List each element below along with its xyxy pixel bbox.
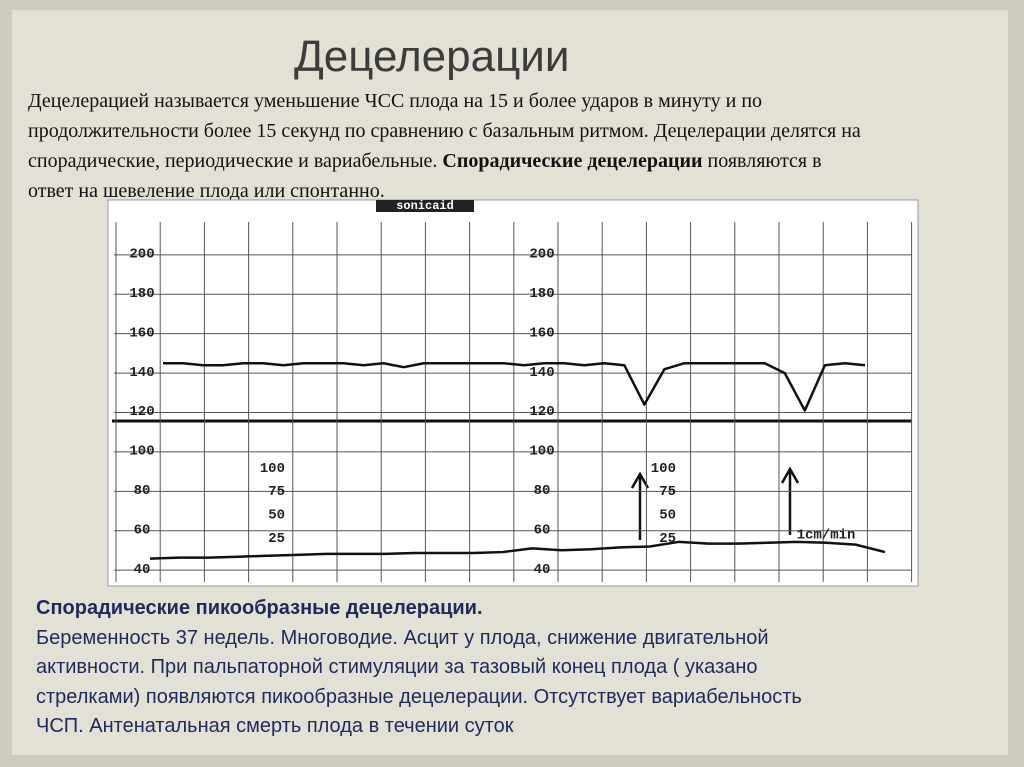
y-tick-label: 140: [529, 365, 554, 381]
y-tick-label: 60: [534, 522, 551, 538]
y-tick-label: 120: [129, 404, 154, 420]
text-line: Децелерацией называется уменьшение ЧСС п…: [28, 90, 763, 112]
text: появляются в: [702, 150, 822, 172]
y2-tick-label: 100: [260, 461, 285, 477]
y-tick-label: 160: [529, 325, 554, 341]
y-tick-label: 100: [129, 444, 154, 460]
caption-line: стрелками) появляются пикообразные децел…: [36, 685, 802, 708]
y-tick-label: 120: [529, 404, 554, 420]
y-tick-label: 80: [534, 483, 551, 499]
arrows: [630, 466, 800, 540]
y-tick-label: 80: [134, 483, 151, 499]
y2-tick-label: 100: [651, 461, 676, 477]
trace: [149, 540, 886, 560]
y-tick-label: 100: [529, 444, 554, 460]
text-line: ответ на шевеление плода или спонтанно.: [28, 180, 385, 202]
y2-tick-label: 75: [659, 484, 676, 500]
y2-tick-label: 75: [268, 484, 285, 500]
text-line: спорадические, периодические и вариабель…: [28, 146, 861, 176]
bold-text: Спорадические децелерации: [442, 150, 703, 172]
caption-line: ЧСП. Антенатальная смерть плода в течени…: [36, 715, 514, 737]
paragraph: Децелерацией называется уменьшение ЧСС п…: [28, 86, 861, 206]
y-tick-label: 140: [129, 365, 154, 381]
y-tick-label: 180: [129, 286, 154, 302]
y-tick-label: 160: [129, 325, 154, 341]
y-tick-label: 40: [534, 562, 551, 578]
y-tick-label: 60: [134, 522, 151, 538]
trace: [163, 361, 866, 412]
caption: Спорадические пикообразные децелерации. …: [36, 594, 802, 742]
y-tick-label: 40: [134, 562, 151, 578]
text-line: продолжительности более 15 секунд по сра…: [28, 120, 861, 142]
strip-background: [107, 199, 919, 587]
y-tick-label: 200: [129, 247, 154, 263]
y-tick-label: 200: [529, 247, 554, 263]
y-tick-label: 180: [529, 286, 554, 302]
text: спорадические, периодические и вариабель…: [28, 150, 443, 172]
caption-line: активности. При пальпаторной стимуляции …: [36, 656, 758, 678]
y2-tick-label: 25: [268, 531, 285, 547]
brand-label: sonicaid: [396, 199, 454, 213]
caption-heading: Спорадические пикообразные децелерации.: [36, 597, 483, 619]
brand-bar: [376, 200, 474, 212]
y2-tick-label: 50: [268, 508, 285, 524]
speed-label: 1cm/min: [797, 528, 856, 544]
caption-line: Беременность 37 недель. Многоводие. Асци…: [36, 626, 769, 649]
title: Децелерации: [294, 32, 570, 81]
y2-tick-label: 50: [659, 508, 676, 524]
